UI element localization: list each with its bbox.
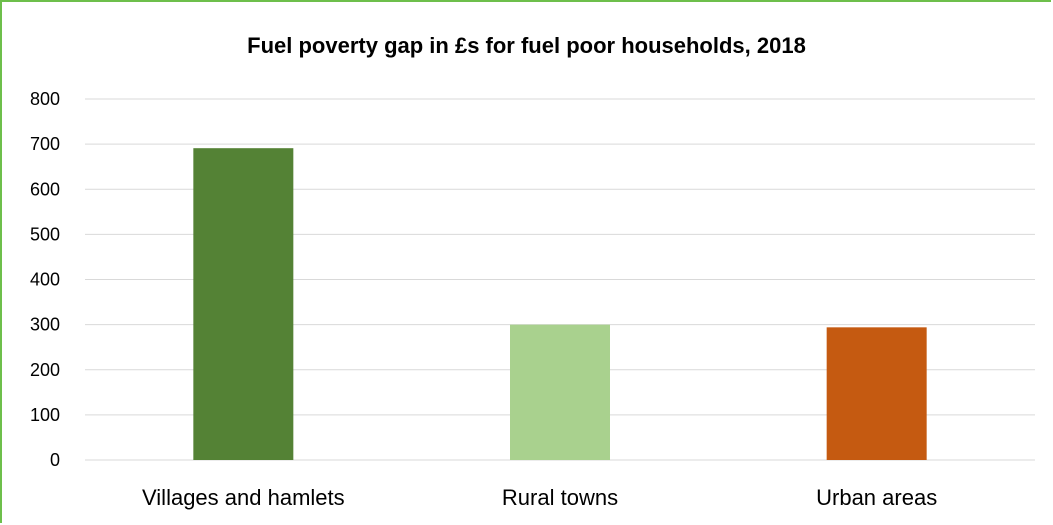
y-tick-label: 400 [30,270,60,290]
chart-title: Fuel poverty gap in £s for fuel poor hou… [247,33,806,58]
x-category-label: Urban areas [816,485,937,510]
x-axis-labels: Villages and hamlets Rural towns Urban are… [142,485,937,510]
x-category-label: Villages and hamlets [142,485,345,510]
y-tick-label: 500 [30,224,60,244]
y-tick-label: 800 [30,89,60,109]
y-tick-label: 300 [30,315,60,335]
y-axis-ticks: 0 100 200 300 400 500 600 700 800 [30,89,60,470]
bar-2 [826,327,927,460]
bar-1 [510,324,610,460]
bar-0 [193,148,294,460]
y-tick-label: 700 [30,134,60,154]
y-tick-label: 600 [30,179,60,199]
y-tick-label: 200 [30,360,60,380]
bars [193,148,927,460]
y-tick-label: 100 [30,405,60,425]
y-tick-label: 0 [50,450,60,470]
x-category-label: Rural towns [502,485,618,510]
